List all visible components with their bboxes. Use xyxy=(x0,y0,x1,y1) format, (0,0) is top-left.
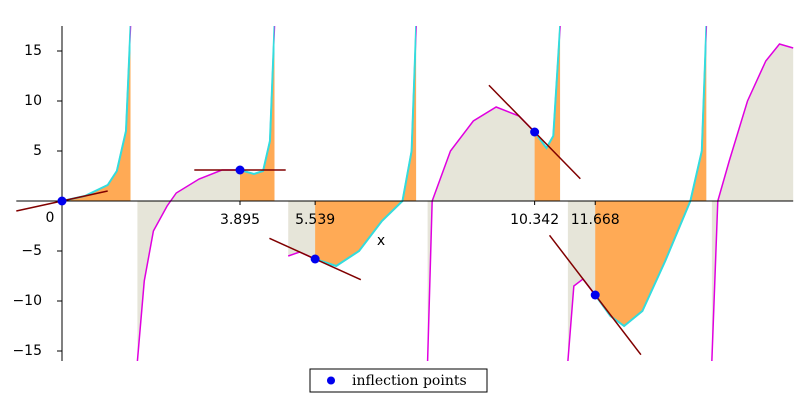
legend-box xyxy=(309,368,488,393)
inflection-point xyxy=(235,165,245,175)
legend-label: inflection points xyxy=(352,373,467,389)
overlay: −15 −10 −5 0 5 10 15 3.895 5.539 10.342 11.668 x xyxy=(12,26,794,361)
y-tick-label: −15 xyxy=(12,343,42,359)
curve-highlight xyxy=(315,26,417,268)
plot-area xyxy=(16,26,794,361)
inflection-point xyxy=(530,127,540,137)
y-tick-label: 5 xyxy=(33,143,42,159)
legend-marker xyxy=(327,376,335,385)
curve-highlight xyxy=(534,26,561,150)
inflection-point xyxy=(310,254,320,264)
y-tick-label: −5 xyxy=(21,243,42,259)
area-highlight xyxy=(315,26,417,266)
x-tick-label: 10.342 xyxy=(510,212,559,228)
y-tick-label: −10 xyxy=(12,293,42,309)
x-tick-label: 5.539 xyxy=(295,212,335,228)
area-highlight xyxy=(534,26,561,201)
y-tick-label: 0 xyxy=(46,210,55,226)
y-tick-label: 15 xyxy=(24,43,42,59)
curve-highlight xyxy=(240,26,275,176)
area-fill xyxy=(711,44,794,361)
area-highlight xyxy=(62,26,131,201)
x-tick-label: 3.895 xyxy=(220,212,260,228)
area-fill xyxy=(137,26,275,361)
legend: inflection points xyxy=(309,368,488,393)
area-highlight xyxy=(595,26,707,326)
y-tick-label: 10 xyxy=(24,93,42,109)
x-tick-label: 11.668 xyxy=(571,212,620,228)
inflection-point xyxy=(57,196,67,206)
x-axis-label: x xyxy=(377,233,385,249)
inflection-point xyxy=(590,290,600,300)
area-highlight xyxy=(240,26,275,201)
area-fill xyxy=(427,26,561,361)
curve-highlight xyxy=(595,26,707,328)
